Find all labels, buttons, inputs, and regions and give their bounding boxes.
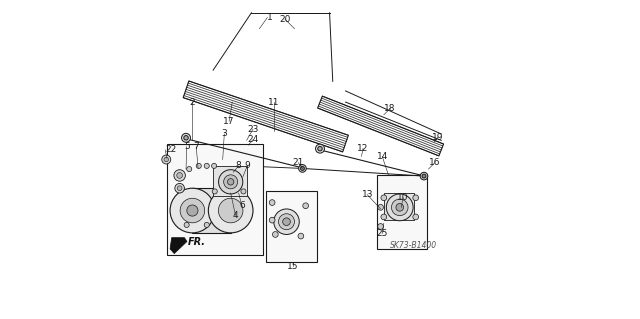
Circle shape (299, 165, 307, 172)
Circle shape (273, 232, 278, 237)
Bar (213, 166, 246, 196)
Circle shape (413, 195, 419, 201)
Circle shape (212, 189, 218, 194)
Text: 5: 5 (184, 142, 189, 151)
Circle shape (180, 198, 205, 223)
Text: 25: 25 (376, 229, 388, 238)
Circle shape (381, 195, 387, 201)
Circle shape (223, 175, 237, 189)
Text: 21: 21 (292, 158, 304, 167)
Circle shape (269, 200, 275, 205)
Circle shape (387, 194, 413, 221)
Circle shape (301, 167, 305, 170)
Circle shape (170, 188, 215, 233)
Text: 23: 23 (247, 125, 259, 134)
Circle shape (218, 170, 243, 194)
Text: 13: 13 (362, 190, 373, 199)
Circle shape (283, 218, 291, 226)
Circle shape (378, 224, 383, 229)
Circle shape (274, 209, 300, 234)
Circle shape (177, 186, 182, 191)
Text: 11: 11 (268, 98, 280, 107)
Circle shape (182, 133, 191, 142)
Bar (266, 191, 317, 262)
Circle shape (204, 222, 209, 227)
Circle shape (298, 233, 304, 239)
Text: 16: 16 (429, 158, 440, 167)
Text: 24: 24 (248, 135, 259, 144)
Circle shape (392, 199, 408, 216)
Text: 18: 18 (385, 104, 396, 113)
Bar (193, 188, 230, 233)
Circle shape (381, 214, 387, 220)
Circle shape (175, 183, 184, 193)
Circle shape (227, 179, 234, 185)
Text: SK73-B1400: SK73-B1400 (390, 241, 437, 250)
Text: 10: 10 (397, 193, 409, 202)
Text: 12: 12 (357, 144, 369, 153)
Text: FR.: FR. (188, 237, 206, 248)
Text: 3: 3 (221, 130, 227, 138)
Circle shape (204, 163, 209, 168)
Circle shape (177, 173, 182, 178)
Circle shape (184, 136, 188, 140)
Circle shape (278, 214, 294, 230)
Circle shape (184, 222, 189, 227)
Circle shape (174, 170, 186, 181)
Bar (167, 144, 262, 255)
Text: 22: 22 (165, 145, 177, 154)
Circle shape (187, 205, 198, 216)
Text: 4: 4 (233, 211, 238, 220)
Text: 8: 8 (236, 161, 241, 170)
Circle shape (303, 203, 308, 209)
Circle shape (318, 146, 322, 151)
Circle shape (218, 198, 243, 223)
Circle shape (420, 172, 428, 180)
Text: 9: 9 (244, 161, 250, 170)
Bar (384, 193, 414, 220)
Text: 1: 1 (268, 13, 273, 22)
Circle shape (162, 155, 171, 164)
Text: 17: 17 (223, 117, 235, 126)
Text: 7: 7 (193, 142, 199, 151)
Circle shape (396, 204, 404, 211)
Bar (378, 175, 427, 249)
Circle shape (422, 174, 426, 178)
Text: 20: 20 (279, 15, 291, 24)
Circle shape (209, 188, 253, 233)
Circle shape (187, 167, 192, 172)
Circle shape (164, 157, 168, 162)
Circle shape (269, 217, 275, 223)
Circle shape (212, 163, 217, 168)
Circle shape (378, 204, 383, 210)
Text: 15: 15 (287, 262, 299, 271)
Polygon shape (170, 238, 187, 254)
Text: 14: 14 (376, 152, 388, 161)
Text: 6: 6 (239, 201, 244, 210)
Circle shape (241, 189, 246, 194)
Circle shape (316, 144, 324, 153)
Text: 2: 2 (189, 98, 195, 107)
Text: 19: 19 (432, 133, 444, 142)
Circle shape (196, 163, 202, 168)
Circle shape (413, 214, 419, 220)
